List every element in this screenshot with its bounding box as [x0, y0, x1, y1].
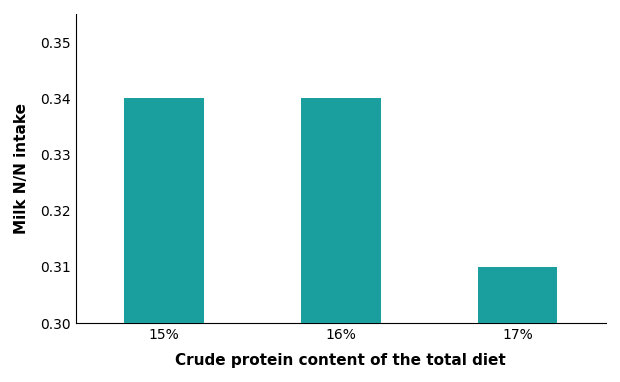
Y-axis label: Milk N/N intake: Milk N/N intake: [14, 103, 29, 234]
Bar: [301, 98, 381, 382]
X-axis label: Crude protein content of the total diet: Crude protein content of the total diet: [175, 353, 507, 368]
Bar: [124, 98, 204, 382]
Bar: [478, 267, 557, 382]
